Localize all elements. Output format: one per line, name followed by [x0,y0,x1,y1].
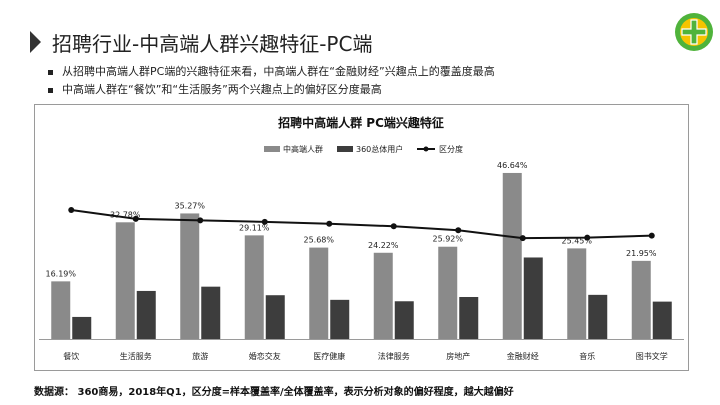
x-tick-label: 房地产 [446,351,470,361]
discrimination-point [390,223,397,230]
chart-legend: 中高端人群 360总体用户 区分度 [264,144,463,154]
bar-high-end [115,222,135,339]
legend-label-discrimination: 区分度 [439,144,463,154]
chart-frame: 招聘中高端人群 PC端兴趣特征 中高端人群 360总体用户 区分度 16.19% 餐饮… [34,104,689,371]
discrimination-point [68,206,75,213]
app-logo-icon [675,13,713,51]
bar-high-end [438,246,458,339]
bar-high-end [244,235,264,339]
bar-high-end [373,252,393,339]
bar-overall-users [459,296,479,339]
bullet-item: 从招聘中高端人群PC端的兴趣特征来看，中高端人群在“金融财经”兴趣点上的覆盖度最… [48,63,495,81]
page-title: 招聘行业-中高端人群兴趣特征-PC端 [52,32,373,56]
bar-overall-users [330,299,350,339]
bar-overall-users [136,290,156,339]
data-source-note: 数据源： 360商易，2018年Q1，区分度=样本覆盖率/全体覆盖率，表示分析对… [34,387,514,398]
legend-label-overall: 360总体用户 [356,144,403,154]
bullet-item: 中高端人群在“餐饮”和“生活服务”两个兴趣点上的偏好区分度最高 [48,81,495,99]
discrimination-point [584,234,591,241]
x-tick-label: 旅游 [192,351,208,361]
x-tick-label: 医疗健康 [313,351,345,361]
bar-value-label: 16.19% [45,269,76,278]
bar-value-label: 21.95% [626,249,657,258]
chart-title: 招聘中高端人群 PC端兴趣特征 [278,115,444,130]
x-tick-label: 生活服务 [120,351,152,361]
legend-label-high-end: 中高端人群 [283,144,323,154]
summary-bullets: 从招聘中高端人群PC端的兴趣特征来看，中高端人群在“金融财经”兴趣点上的覆盖度最… [48,63,495,99]
bar-high-end [51,281,71,339]
bar-value-label: 46.64% [497,161,528,170]
bullet-text: 中高端人群在“餐饮”和“生活服务”两个兴趣点上的偏好区分度最高 [62,83,382,96]
bar-high-end [502,172,522,339]
x-tick-label: 婚恋交友 [249,351,281,361]
bar-value-label: 25.68% [303,236,334,245]
discrimination-point [455,227,462,234]
bar-high-end [567,248,587,339]
discrimination-point [519,235,526,242]
x-tick-label: 餐饮 [63,351,79,361]
bullet-square-icon [48,69,53,75]
x-tick-label: 金融财经 [507,351,539,361]
bar-overall-users [394,301,414,339]
legend-marker-discrimination [423,146,429,152]
bar-value-label: 35.27% [174,201,205,210]
bar-overall-users [652,301,672,339]
bar-value-label: 25.45% [561,236,592,245]
discrimination-point [648,232,655,239]
discrimination-point [261,218,268,225]
interest-chart: 招聘中高端人群 PC端兴趣特征 中高端人群 360总体用户 区分度 16.19% 餐饮… [39,115,684,361]
bar-overall-users [72,316,92,339]
chart-marks: 16.19% 餐饮 32.78% 生活服务 35.27% 旅游 29.11% 婚恋交友 25.6… [39,161,684,361]
discrimination-point [197,217,204,224]
x-tick-label: 音乐 [579,351,595,361]
discrimination-point [132,215,139,222]
title-arrow-icon [30,31,41,53]
bar-value-label: 29.11% [239,223,270,232]
x-tick-label: 图书文学 [636,351,668,361]
discrimination-line [71,208,652,240]
x-tick-label: 法律服务 [378,351,410,361]
bar-high-end [631,260,651,339]
bar-overall-users [588,294,608,339]
bar-overall-users [265,295,285,339]
bar-value-label: 25.92% [432,235,463,244]
bullet-square-icon [48,87,53,93]
discrimination-point [326,220,333,227]
bullet-text: 从招聘中高端人群PC端的兴趣特征来看，中高端人群在“金融财经”兴趣点上的覆盖度最… [62,65,495,78]
bar-value-label: 32.78% [110,210,141,219]
legend-swatch-overall [337,146,353,152]
bar-value-label: 24.22% [368,241,399,250]
legend-swatch-high-end [264,146,280,152]
bar-high-end [309,247,329,339]
bar-overall-users [201,286,221,339]
bar-overall-users [523,257,543,339]
bar-high-end [180,213,200,339]
